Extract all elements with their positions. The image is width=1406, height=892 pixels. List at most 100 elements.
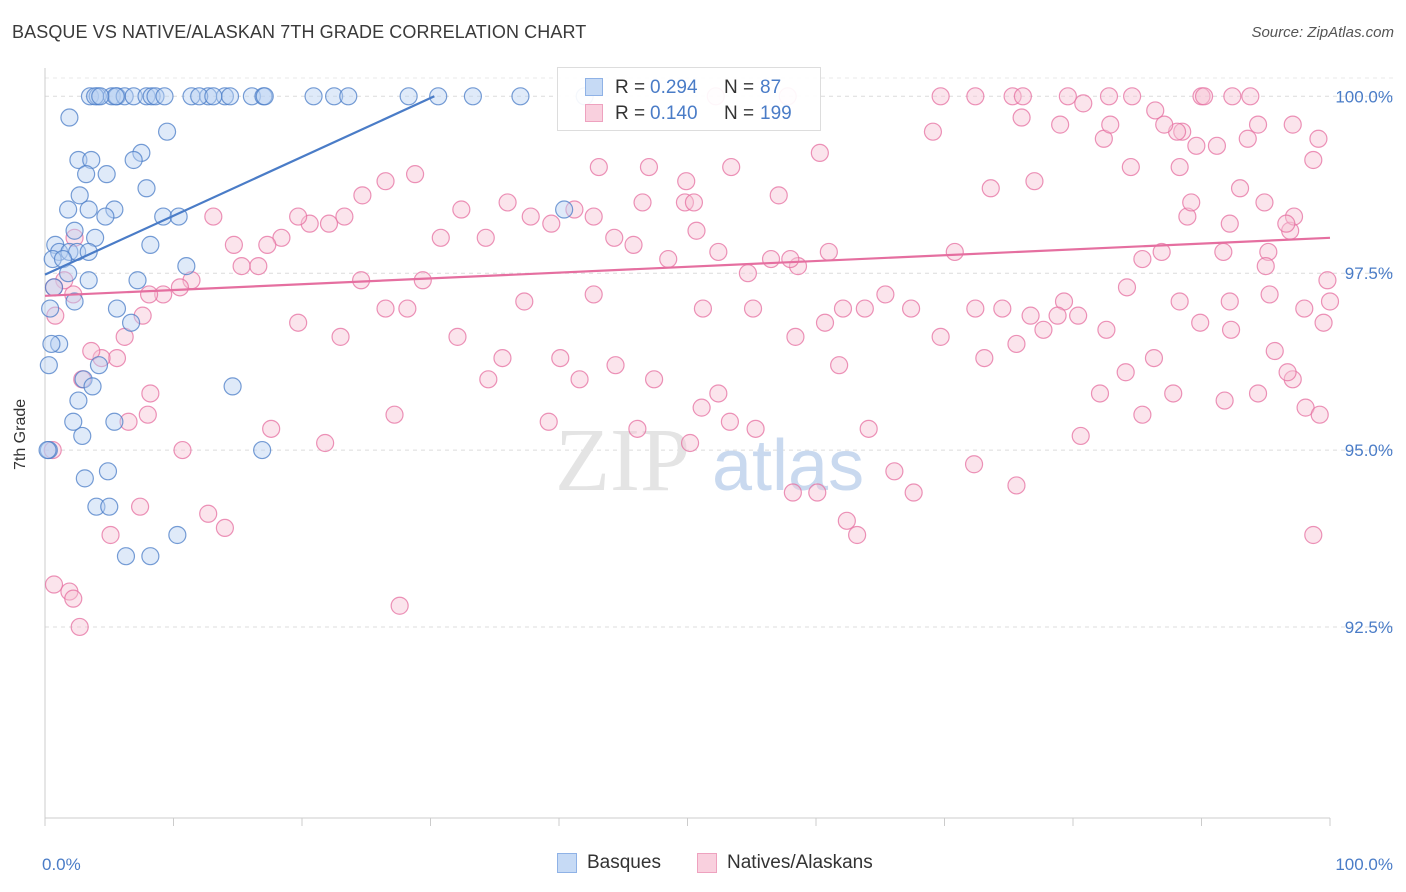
- natives-point: [855, 299, 874, 318]
- natives-point: [1090, 384, 1110, 403]
- basques-point: [39, 356, 58, 375]
- natives-point: [521, 207, 540, 226]
- natives-point: [476, 228, 495, 247]
- basques-point: [253, 440, 272, 460]
- natives-point: [139, 285, 159, 304]
- natives-point: [1155, 115, 1174, 134]
- natives-point: [1170, 292, 1189, 311]
- basques-point: [255, 87, 274, 106]
- natives-point: [815, 313, 835, 332]
- natives-point: [1007, 476, 1026, 495]
- natives-point: [680, 433, 700, 453]
- basques-point: [132, 143, 151, 163]
- natives-point: [448, 327, 467, 346]
- natives-point: [743, 299, 763, 318]
- natives-point: [92, 348, 111, 368]
- natives-point: [761, 249, 781, 269]
- natives-point: [975, 348, 994, 368]
- legend-basques-label: Basques: [587, 852, 661, 873]
- basques-point: [141, 547, 160, 566]
- natives-point: [605, 228, 624, 247]
- basques-point: [141, 235, 160, 254]
- natives-point: [107, 348, 127, 368]
- natives-point: [1071, 426, 1090, 446]
- natives-point: [1146, 101, 1165, 120]
- natives-point: [1013, 87, 1032, 106]
- basques-point: [155, 87, 174, 106]
- natives-point: [199, 504, 218, 523]
- watermark-zip: ZIP: [555, 411, 690, 510]
- natives-point: [1012, 108, 1031, 127]
- natives-point: [584, 285, 603, 304]
- natives-point: [993, 299, 1012, 318]
- basques-stat-row: R = 0.294 N = 87: [558, 75, 820, 101]
- basques-point: [65, 221, 84, 240]
- natives-point: [353, 186, 372, 205]
- natives-point: [904, 483, 923, 502]
- natives-trend-line: [44, 236, 1331, 297]
- basques-point: [97, 165, 116, 184]
- natives-point: [173, 440, 192, 460]
- natives-point: [1230, 179, 1250, 198]
- natives-point: [810, 143, 829, 163]
- natives-point: [170, 278, 190, 297]
- natives-point: [693, 299, 713, 318]
- basques-point: [107, 299, 127, 318]
- stats-legend-box: R = 0.294 N = 87 R = 0.140 N = 199: [557, 67, 821, 131]
- natives-point: [624, 235, 643, 254]
- basques-point: [42, 334, 61, 354]
- natives-point: [249, 257, 268, 276]
- natives-point: [1259, 242, 1278, 262]
- natives-point: [119, 412, 138, 431]
- natives-point: [138, 405, 157, 424]
- natives-point: [628, 419, 647, 438]
- basques-point: [511, 87, 530, 106]
- natives-point: [1101, 115, 1120, 134]
- natives-point: [413, 271, 432, 290]
- watermark: ZIP atlas: [555, 411, 864, 510]
- natives-point: [1144, 348, 1164, 368]
- basques-point: [79, 200, 98, 219]
- source-label: Source: ZipAtlas.com: [1251, 24, 1394, 41]
- natives-point: [1116, 363, 1135, 382]
- natives-point: [204, 207, 223, 226]
- tick-labels: 92.5% 95.0% 97.5% 100.0% 0.0% 100.0%: [42, 87, 1393, 874]
- natives-point: [1220, 214, 1239, 233]
- natives-point: [1318, 271, 1337, 290]
- natives-point: [1097, 320, 1116, 339]
- basques-point: [50, 334, 69, 354]
- basques-point: [69, 391, 88, 410]
- basques-point: [91, 87, 110, 106]
- natives-point: [1178, 207, 1197, 226]
- natives-point: [1069, 306, 1088, 325]
- basques-n-value: 87: [760, 77, 782, 98]
- natives-r-value: 0.140: [650, 103, 698, 124]
- y-tick-label: 95.0%: [1345, 441, 1393, 460]
- basques-point: [60, 242, 79, 262]
- natives-point: [746, 419, 765, 438]
- natives-point: [1256, 257, 1275, 276]
- chart-title: BASQUE VS NATIVE/ALASKAN 7TH GRADE CORRE…: [12, 22, 587, 42]
- basques-point: [77, 165, 96, 184]
- natives-point: [215, 518, 234, 538]
- basques-point: [116, 547, 136, 566]
- natives-point: [1074, 94, 1093, 113]
- basques-point: [177, 257, 196, 276]
- natives-point: [1164, 384, 1183, 403]
- basques-point: [38, 440, 57, 460]
- natives-point: [1207, 136, 1227, 155]
- natives-point: [542, 214, 561, 233]
- natives-point: [833, 299, 853, 318]
- natives-point: [923, 122, 943, 141]
- natives-point: [431, 228, 450, 247]
- natives-point: [64, 589, 83, 608]
- natives-point: [1121, 157, 1140, 177]
- natives-point: [687, 221, 706, 240]
- natives-point: [565, 200, 584, 219]
- natives-point: [783, 483, 802, 502]
- basques-n-label: N =: [724, 77, 755, 98]
- natives-point: [498, 193, 517, 212]
- natives-point: [1241, 87, 1260, 106]
- natives-point: [819, 242, 838, 262]
